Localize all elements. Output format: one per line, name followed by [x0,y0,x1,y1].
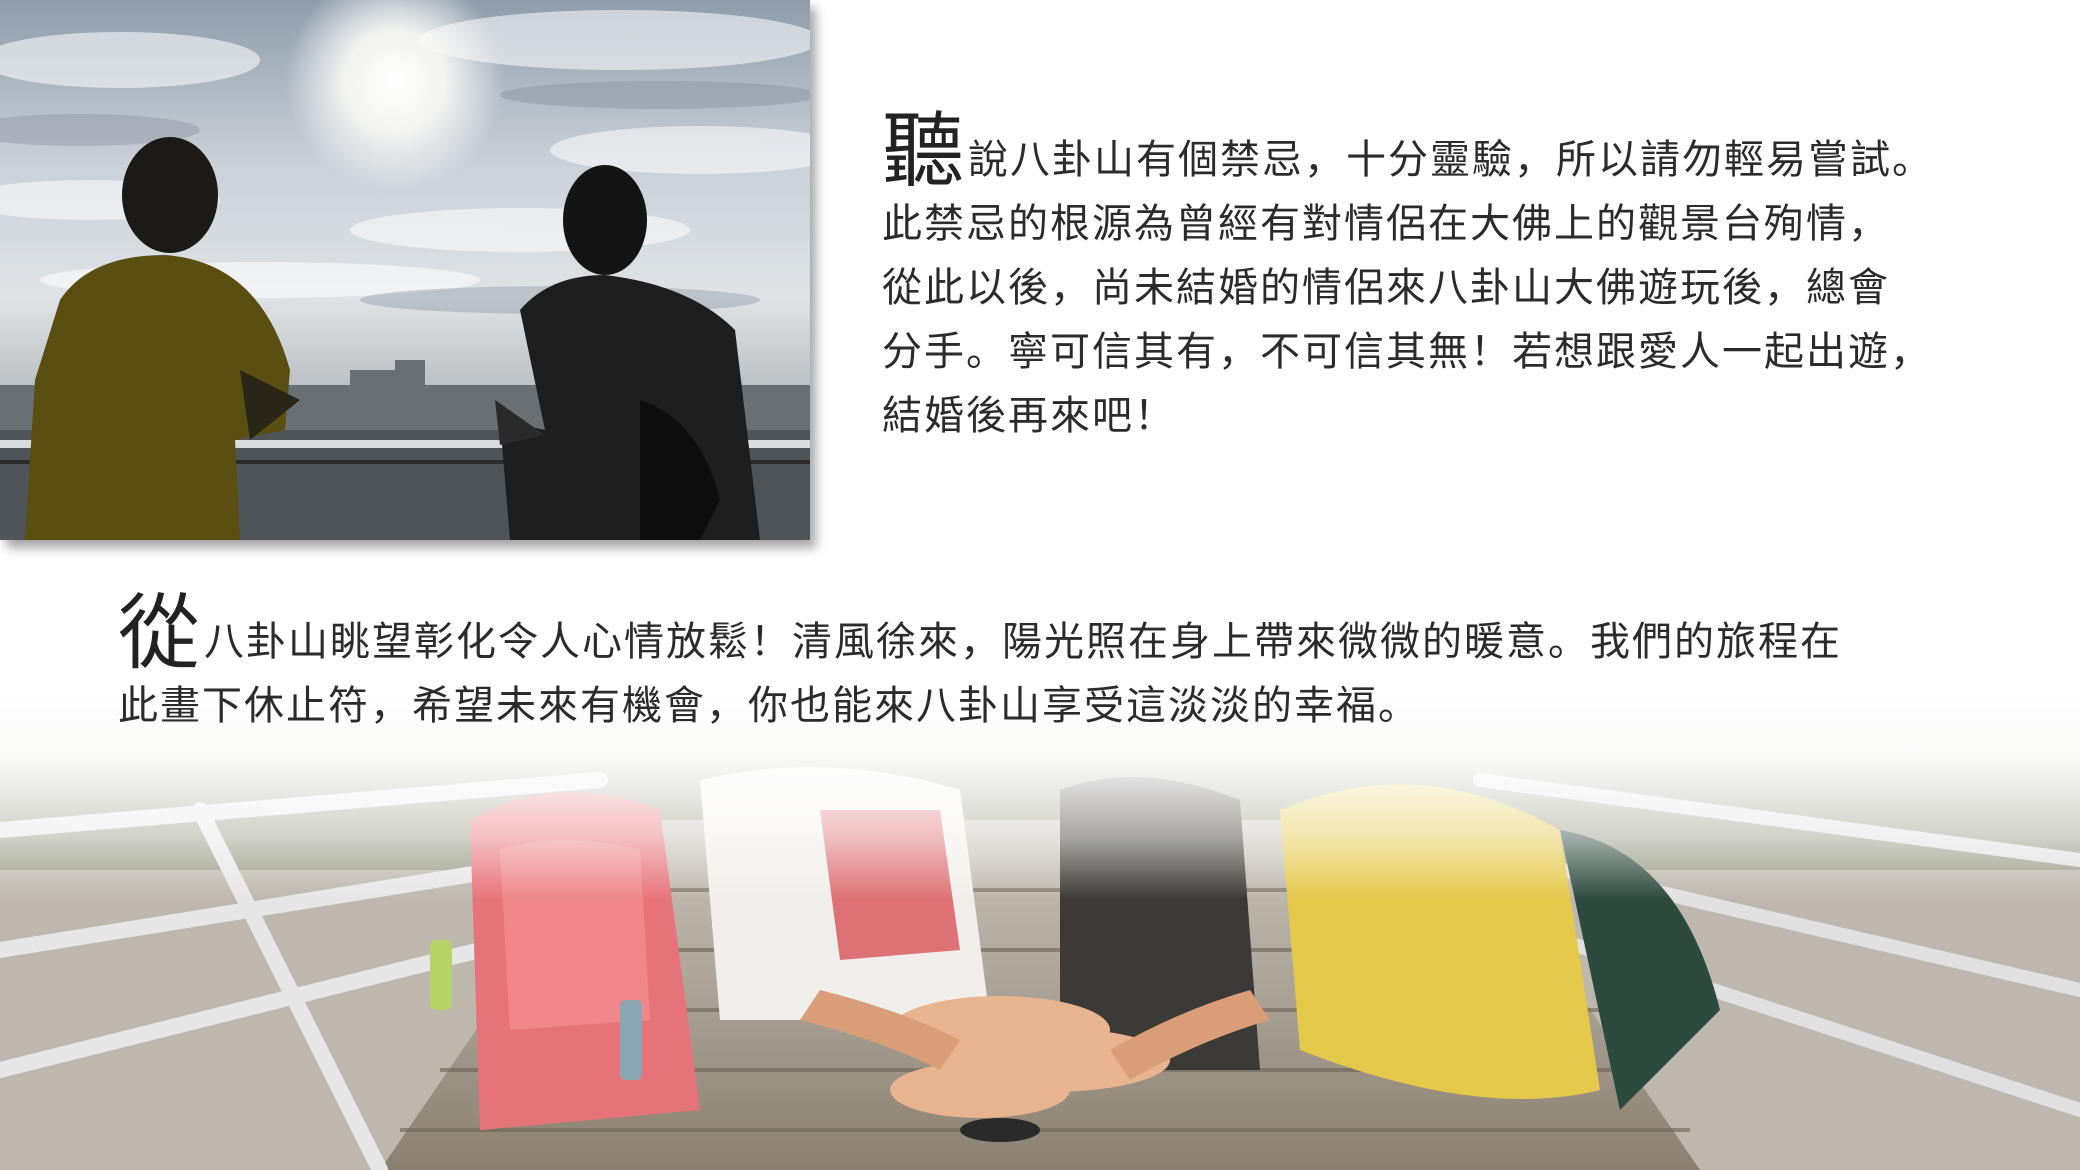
top-line-3: 從此以後，尚未結婚的情侶來八卦山大佛遊玩後，總會 [882,265,1890,311]
bottom-paragraph: 從八卦山眺望彰化令人心情放鬆！清風徐來，陽光照在身上帶來微微的暖意。我們的旅程在… [118,593,2018,738]
top-photo [0,0,810,540]
top-line-4: 分手。寧可信其有，不可信其無！若想跟愛人一起出遊， [882,329,1932,375]
bottom-photo [0,690,2080,1170]
top-line-5: 結婚後再來吧！ [882,393,1176,439]
top-photo-illustration [0,0,810,540]
bottom-photo-illustration [0,690,2080,1170]
bottom-line-2: 此畫下休止符，希望未來有機會，你也能來八卦山享受這淡淡的幸福。 [118,683,1420,729]
bottom-line-1-text: 八卦山眺望彰化令人心情放鬆！清風徐來，陽光照在身上帶來微微的暖意。我們的旅程在 [204,619,1843,665]
top-drop-cap: 聽 [882,104,967,199]
top-line-1: 聽說八卦山有個禁忌，十分靈驗，所以請勿輕易嘗試。 [882,111,2022,193]
top-line-2: 此禁忌的根源為曾經有對情侶在大佛上的觀景台殉情， [882,201,1890,247]
top-line-1-text: 說八卦山有個禁忌，十分靈驗，所以請勿輕易嘗試。 [968,137,1935,183]
top-paragraph: 聽說八卦山有個禁忌，十分靈驗，所以請勿輕易嘗試。 此禁忌的根源為曾經有對情侶在大… [882,111,2022,448]
bottom-drop-cap: 從 [118,586,203,681]
bottom-line-1: 從八卦山眺望彰化令人心情放鬆！清風徐來，陽光照在身上帶來微微的暖意。我們的旅程在 [118,593,2018,675]
